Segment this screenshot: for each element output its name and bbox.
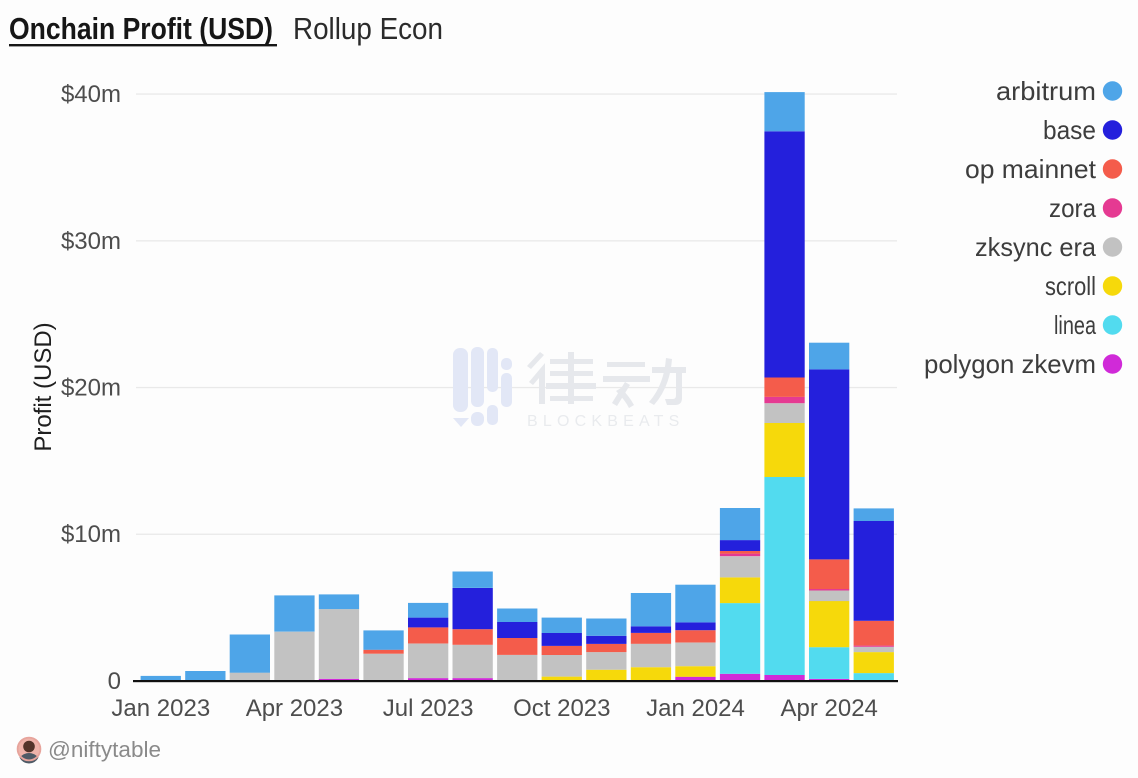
svg-text:Rollup Econ: Rollup Econ — [293, 11, 443, 46]
svg-text:base: base — [1043, 115, 1096, 145]
svg-text:BLOCKBEATS: BLOCKBEATS — [527, 413, 685, 430]
svg-text:zksync era: zksync era — [975, 232, 1097, 262]
svg-text:Apr 2024: Apr 2024 — [780, 695, 877, 722]
svg-text:polygon zkevm: polygon zkevm — [924, 349, 1096, 379]
svg-text:0: 0 — [108, 668, 121, 695]
svg-text:Oct 2023: Oct 2023 — [513, 695, 610, 722]
svg-text:Jul 2023: Jul 2023 — [383, 695, 474, 722]
svg-text:Profit (USD): Profit (USD) — [30, 322, 57, 451]
svg-text:$20m: $20m — [61, 375, 121, 402]
svg-text:zora: zora — [1049, 193, 1097, 223]
svg-text:Apr 2023: Apr 2023 — [246, 695, 343, 722]
svg-text:linea: linea — [1054, 310, 1096, 340]
svg-text:arbitrum: arbitrum — [996, 76, 1096, 106]
svg-text:Jan 2023: Jan 2023 — [111, 695, 210, 722]
svg-text:scroll: scroll — [1045, 271, 1096, 301]
svg-text:Jan 2024: Jan 2024 — [646, 695, 745, 722]
svg-text:@niftytable: @niftytable — [48, 737, 161, 762]
svg-text:$30m: $30m — [61, 228, 121, 255]
svg-text:$40m: $40m — [61, 81, 121, 108]
svg-text:op mainnet: op mainnet — [965, 154, 1097, 184]
svg-text:Onchain Profit (USD): Onchain Profit (USD) — [9, 11, 273, 46]
svg-text:$10m: $10m — [61, 521, 121, 548]
